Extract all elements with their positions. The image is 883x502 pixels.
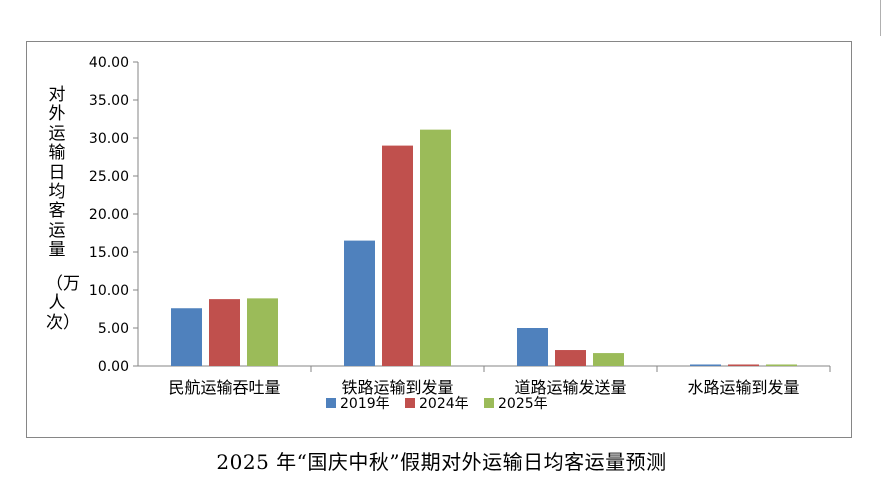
- bar-2-2: [382, 145, 413, 366]
- y-tick-label: 30.00: [89, 131, 129, 147]
- bar-2-3: [555, 350, 586, 366]
- bar-2-4: [728, 364, 759, 366]
- y-tick-label: 15.00: [89, 245, 129, 261]
- y-tick-label: 35.00: [89, 93, 129, 109]
- bar-3-3: [593, 353, 624, 366]
- x-tick-label: 水路运输到发量: [687, 378, 799, 397]
- y-tick-label: 5.00: [98, 321, 129, 337]
- y-tick-label: 25.00: [89, 169, 129, 185]
- figure-caption: 2025 年“国庆中秋”假期对外运输日均客运量预测: [216, 450, 667, 474]
- y-tick-label: 20.00: [89, 207, 129, 223]
- bar-1-2: [344, 240, 375, 366]
- bar-2-1: [209, 299, 240, 366]
- legend-swatch: [484, 398, 494, 408]
- y-tick-label: 40.00: [89, 55, 129, 71]
- edge-mark: [880, 0, 881, 36]
- legend-swatch: [326, 398, 336, 408]
- legend-swatch: [405, 398, 415, 408]
- x-tick-label: 铁路运输到发量: [341, 378, 453, 397]
- legend-label: 2019年: [340, 396, 390, 412]
- x-tick-label: 民航运输吞吐量: [168, 378, 280, 397]
- bar-1-3: [517, 328, 548, 366]
- legend-label: 2025年: [498, 396, 548, 412]
- bar-3-1: [247, 298, 278, 366]
- x-tick-label: 道路运输发送量: [514, 378, 626, 397]
- y-tick-label: 0.00: [98, 359, 129, 375]
- bar-3-4: [766, 364, 797, 366]
- bar-1-4: [690, 364, 721, 366]
- bar-1-1: [171, 308, 202, 366]
- bar-3-2: [420, 129, 451, 366]
- legend-label: 2024年: [419, 396, 469, 412]
- y-axis-label: 对外运输日均客运量: [48, 85, 66, 261]
- y-tick-label: 10.00: [89, 283, 129, 299]
